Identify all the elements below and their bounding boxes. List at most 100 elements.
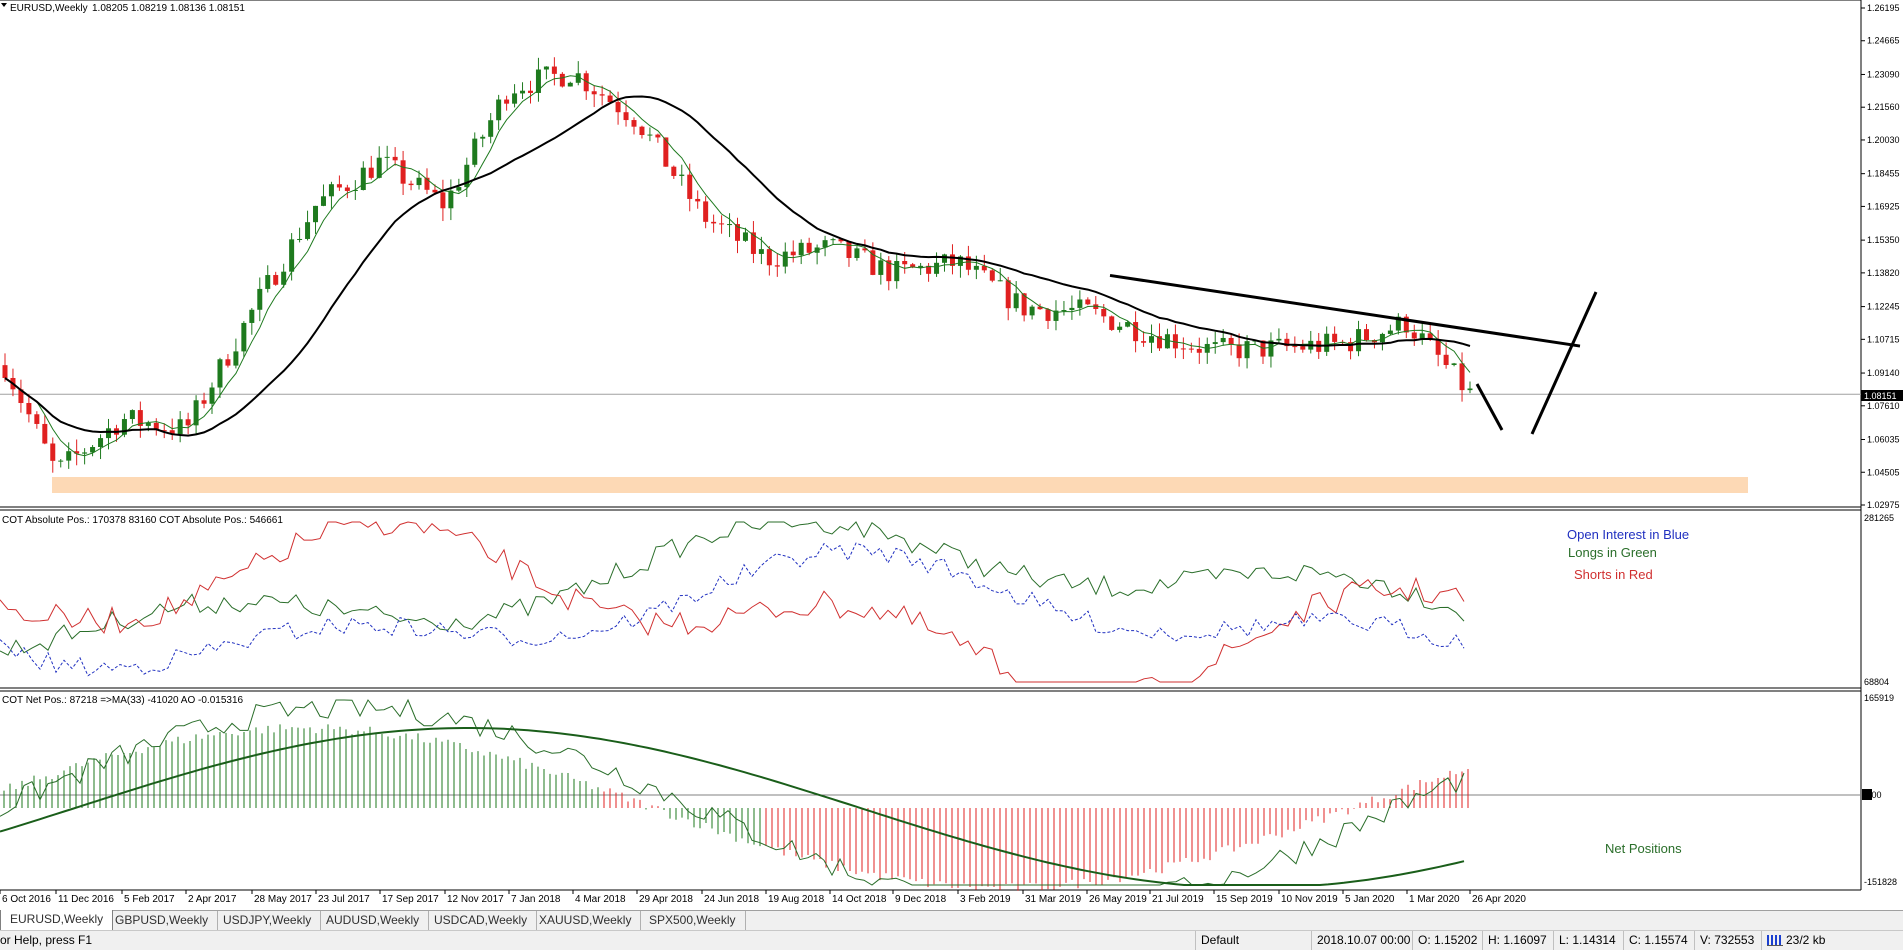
candle-body (193, 400, 199, 426)
candle-body (448, 190, 454, 209)
chart-tabs: EURUSD,Weekly GBPUSD,Weekly USDJPY,Weekl… (0, 910, 1903, 931)
candle-body (1244, 341, 1250, 359)
candle-body (1180, 348, 1186, 350)
tab-gbpusd[interactable]: GBPUSD,Weekly (106, 911, 219, 930)
candle-body (217, 359, 223, 388)
projection-down-stroke (1475, 383, 1504, 431)
candle-body (1149, 336, 1155, 343)
candle-body (177, 419, 183, 435)
candle-body (535, 69, 541, 93)
symbol-header: EURUSD,Weekly (10, 3, 88, 14)
candle-body (1419, 333, 1425, 339)
tab-usdjpy[interactable]: USDJPY,Weekly (214, 911, 322, 930)
candle-body (1077, 299, 1083, 308)
time-axis-label: 6 Oct 2016 (2, 894, 51, 905)
candle-body (727, 224, 733, 226)
tab-usdcad[interactable]: USDCAD,Weekly (425, 911, 538, 930)
tab-spx500[interactable]: SPX500,Weekly (640, 911, 746, 930)
candle-body (512, 93, 518, 104)
candle-body (1101, 308, 1107, 317)
price-axis-label: 1.06035 (1867, 435, 1900, 445)
candle-body (408, 183, 414, 186)
candle-body (1037, 306, 1043, 310)
candle-body (965, 256, 971, 270)
candle-body (440, 192, 446, 209)
candle-body (185, 419, 191, 426)
cot-net-plot (0, 698, 1469, 891)
candle-body (1300, 346, 1306, 350)
candle-body (1379, 333, 1385, 343)
candle-body (1276, 338, 1282, 341)
candle-body (591, 91, 597, 95)
candle-body (233, 351, 239, 366)
candle-body (98, 438, 104, 448)
candle-body (894, 260, 900, 282)
candle-body (527, 90, 533, 93)
candle-body (1451, 363, 1457, 365)
status-bar: or Help, press F1 Default 2018.10.07 00:… (0, 930, 1903, 950)
candle-body (631, 120, 637, 127)
time-axis-label: 23 Jul 2017 (318, 894, 370, 905)
price-plot (2, 57, 1598, 473)
candle-body (703, 201, 709, 222)
fast-ma-line (4, 75, 1471, 457)
cot-abs-axis-top: 281265 (1864, 513, 1894, 523)
candle-body (846, 241, 852, 258)
tab-audusd[interactable]: AUDUSD,Weekly (317, 911, 430, 930)
candle-body (289, 239, 295, 272)
cot-absolute-plot (0, 521, 1465, 683)
chart-area[interactable]: 1.26195 1.24665 1.23090 1.21560 1.20030 1.184… (0, 0, 1903, 910)
candle-body (66, 451, 72, 461)
candle-body (1212, 342, 1218, 344)
candle-body (719, 223, 725, 225)
time-axis-label: 7 Jan 2018 (511, 894, 561, 905)
candle-body (1356, 329, 1362, 352)
candle-body (1053, 310, 1059, 321)
candle-body (273, 275, 279, 285)
candle-body (241, 322, 247, 352)
candle-body (488, 120, 494, 137)
trendline (1109, 273, 1581, 348)
candle-body (735, 224, 740, 241)
candle-body (432, 189, 438, 193)
candle-body (1459, 363, 1465, 391)
candle-body (1141, 341, 1147, 343)
ohlc-header: 1.08205 1.08219 1.08136 1.08151 (92, 3, 245, 14)
candle-body (1117, 326, 1123, 330)
time-axis-label: 19 Aug 2018 (768, 894, 825, 905)
cot-net-zero-tag (1862, 789, 1872, 800)
candle-body (543, 66, 549, 70)
candle-body (1061, 310, 1067, 312)
connection-bars-icon (1767, 935, 1783, 947)
cot-net-axis-top: 165919 (1864, 693, 1894, 703)
tab-eurusd[interactable]: EURUSD,Weekly (0, 910, 114, 931)
candle-body (687, 174, 693, 199)
shorts-line (0, 521, 1465, 683)
candle-body (121, 419, 127, 435)
candle-body (464, 164, 470, 188)
collapse-arrow-icon[interactable] (1, 3, 7, 7)
price-axis-label: 1.26195 (1867, 3, 1900, 13)
candle-body (416, 177, 422, 186)
candle-body (1164, 334, 1170, 349)
candle-body (297, 238, 303, 240)
legend-longs: Longs in Green (1568, 545, 1657, 560)
candle-body (1220, 337, 1226, 343)
price-axis-label: 1.15350 (1867, 235, 1900, 245)
candle-body (360, 167, 366, 191)
candle-body (42, 423, 48, 444)
candle-body (225, 359, 231, 366)
support-zone (52, 477, 1748, 493)
slow-ma-line (4, 95, 1471, 437)
candle-body (1395, 316, 1401, 331)
candle-body (551, 66, 557, 74)
candle-body (1172, 334, 1178, 349)
candle-body (305, 222, 311, 239)
candle-body (1284, 338, 1290, 347)
time-axis-label: 28 May 2017 (254, 894, 312, 905)
net-positions-caption: Net Positions (1605, 841, 1682, 856)
price-axis-label: 1.16925 (1867, 201, 1900, 211)
candle-body (1403, 316, 1409, 333)
tab-xauusd[interactable]: XAUUSD,Weekly (530, 911, 642, 930)
candle-body (973, 265, 979, 270)
